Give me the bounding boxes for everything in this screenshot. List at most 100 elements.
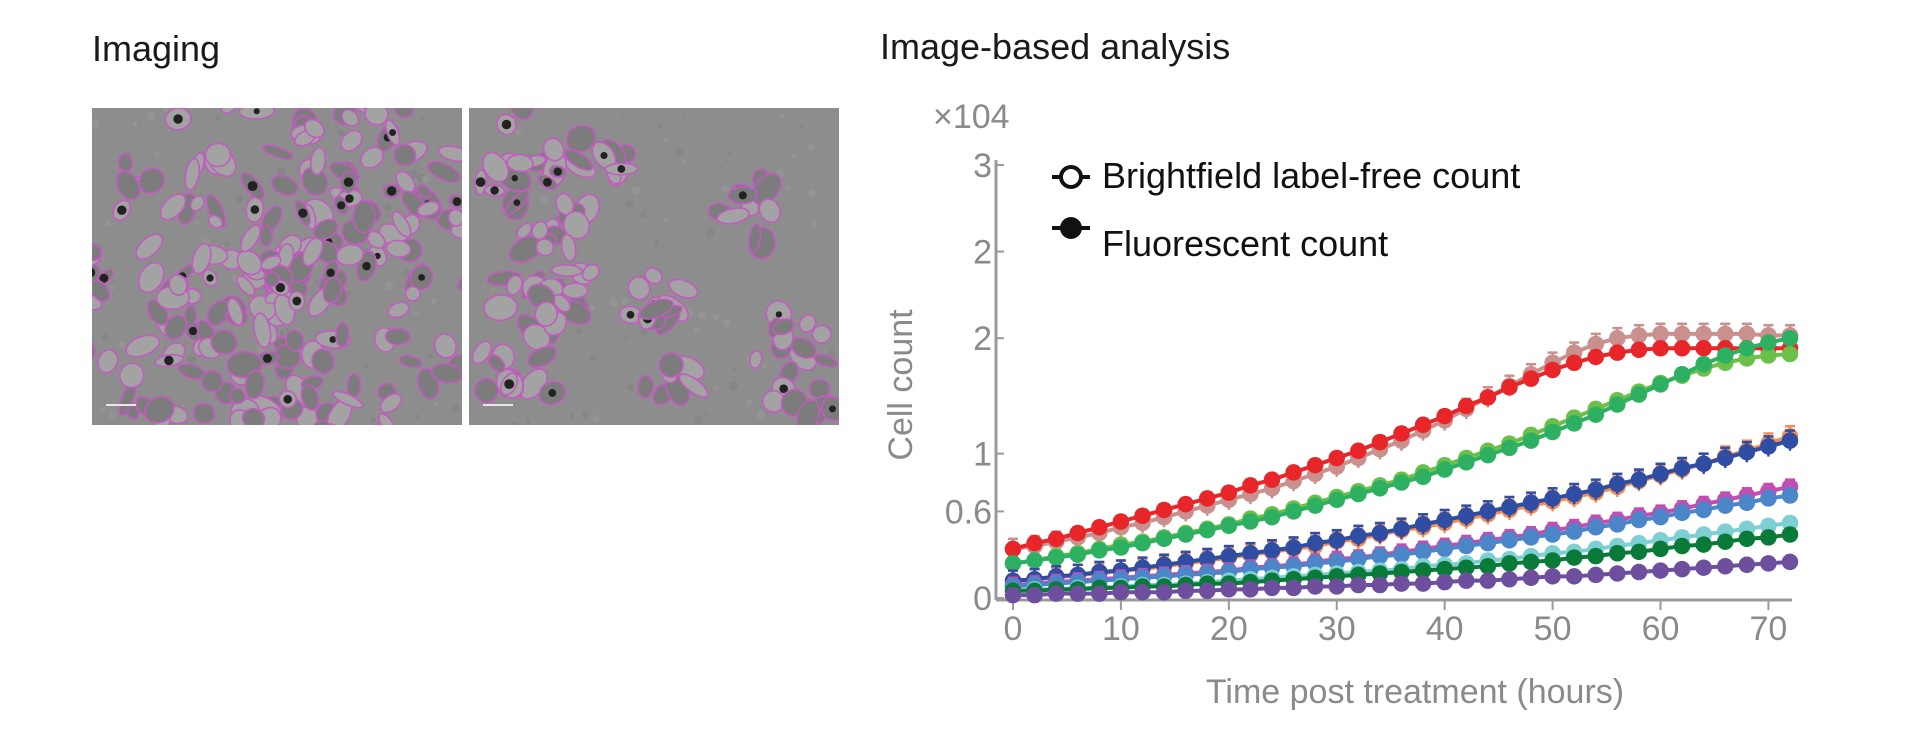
data-point xyxy=(1544,526,1561,543)
cell-outline xyxy=(506,274,523,296)
data-point xyxy=(1371,433,1389,451)
background-grain xyxy=(791,153,797,159)
cell-outline xyxy=(564,149,594,171)
background-grain xyxy=(101,407,106,412)
data-point xyxy=(1479,446,1497,464)
data-point xyxy=(1458,397,1475,415)
cell-outline xyxy=(658,352,684,378)
cell-outline xyxy=(384,327,411,346)
data-point xyxy=(1479,572,1497,589)
y-tick-label: 0 xyxy=(973,580,992,618)
cell-nucleus xyxy=(418,274,426,281)
data-point xyxy=(1458,572,1475,589)
data-point xyxy=(1350,485,1367,503)
cell-outline xyxy=(360,146,385,169)
background-grain xyxy=(192,357,196,361)
cell-nucleus xyxy=(511,174,518,182)
background-grain xyxy=(118,340,127,349)
background-grain xyxy=(215,116,220,122)
background-grain xyxy=(626,383,634,391)
data-point xyxy=(1652,562,1669,579)
cell-outline xyxy=(772,318,795,336)
data-point xyxy=(1522,569,1540,587)
data-point xyxy=(1220,517,1238,535)
cell-nucleus xyxy=(247,181,258,192)
y-tick-label: 2 xyxy=(973,320,992,358)
cell-outline xyxy=(159,193,187,221)
background-grain xyxy=(732,367,736,371)
data-point xyxy=(1047,585,1065,602)
data-point xyxy=(1565,523,1583,540)
legend-label-fluorescent: Fluorescent count xyxy=(1102,223,1388,264)
data-point xyxy=(1652,376,1669,393)
data-point xyxy=(1717,325,1734,343)
background-grain xyxy=(153,150,161,158)
background-grain xyxy=(333,125,338,129)
background-grain xyxy=(640,212,646,219)
cell-outline xyxy=(560,233,577,262)
cell-nucleus xyxy=(275,282,286,293)
data-point xyxy=(1263,471,1281,488)
x-tick-label: 0 xyxy=(1004,610,1023,648)
cell-outline xyxy=(236,275,256,297)
background-grain xyxy=(277,166,286,175)
cell-outline xyxy=(668,278,699,299)
data-point xyxy=(1673,504,1691,522)
background-grain xyxy=(101,333,109,341)
cell-nucleus xyxy=(389,129,397,136)
data-point xyxy=(1760,438,1777,455)
cell-outline xyxy=(748,222,762,255)
data-point xyxy=(1673,459,1691,477)
data-point xyxy=(1522,370,1540,387)
series-4 xyxy=(1004,329,1799,572)
cell-outline xyxy=(253,312,272,349)
cell-nucleus xyxy=(490,186,499,195)
cell-nucleus xyxy=(298,208,308,218)
series-11 xyxy=(1004,553,1799,604)
cell-outline xyxy=(184,304,197,327)
data-point xyxy=(1717,449,1734,467)
cell-outline xyxy=(261,144,294,161)
cell-outline xyxy=(456,269,462,291)
cell-outline xyxy=(487,354,506,373)
cell-outline xyxy=(391,210,412,238)
cell-nucleus xyxy=(600,151,608,160)
cell-outline xyxy=(551,264,583,277)
data-point xyxy=(1199,521,1216,539)
background-grain xyxy=(457,399,462,403)
cell-nucleus xyxy=(343,177,354,187)
data-point xyxy=(1695,455,1712,473)
data-point xyxy=(1673,560,1691,578)
data-point xyxy=(1004,540,1022,558)
cell-outline xyxy=(638,298,674,320)
data-point xyxy=(1436,511,1453,529)
data-point xyxy=(1393,575,1410,592)
x-tick-label: 30 xyxy=(1318,610,1356,648)
data-point xyxy=(1393,546,1410,563)
cell-outline xyxy=(542,137,565,162)
data-point xyxy=(1695,340,1712,357)
data-point xyxy=(1738,556,1756,574)
data-point xyxy=(1199,582,1216,600)
data-point xyxy=(1630,511,1648,529)
cell-outline xyxy=(236,249,263,276)
cell-outline xyxy=(798,314,817,333)
data-point xyxy=(1328,578,1345,595)
data-point xyxy=(1026,534,1043,552)
cell-outline xyxy=(482,151,509,183)
background-grain xyxy=(525,418,531,425)
cell-nucleus xyxy=(475,177,486,187)
data-point xyxy=(1501,498,1518,516)
data-point xyxy=(1285,539,1302,556)
data-point xyxy=(1565,354,1583,371)
background-grain xyxy=(723,318,732,327)
data-point xyxy=(1371,547,1389,565)
background-grain xyxy=(631,185,641,195)
cell-nucleus xyxy=(206,274,214,282)
cell-outline xyxy=(644,267,663,285)
cell-outline xyxy=(447,208,462,227)
cell-outline xyxy=(393,144,417,167)
cell-nucleus xyxy=(337,201,346,210)
data-point xyxy=(1436,407,1453,425)
